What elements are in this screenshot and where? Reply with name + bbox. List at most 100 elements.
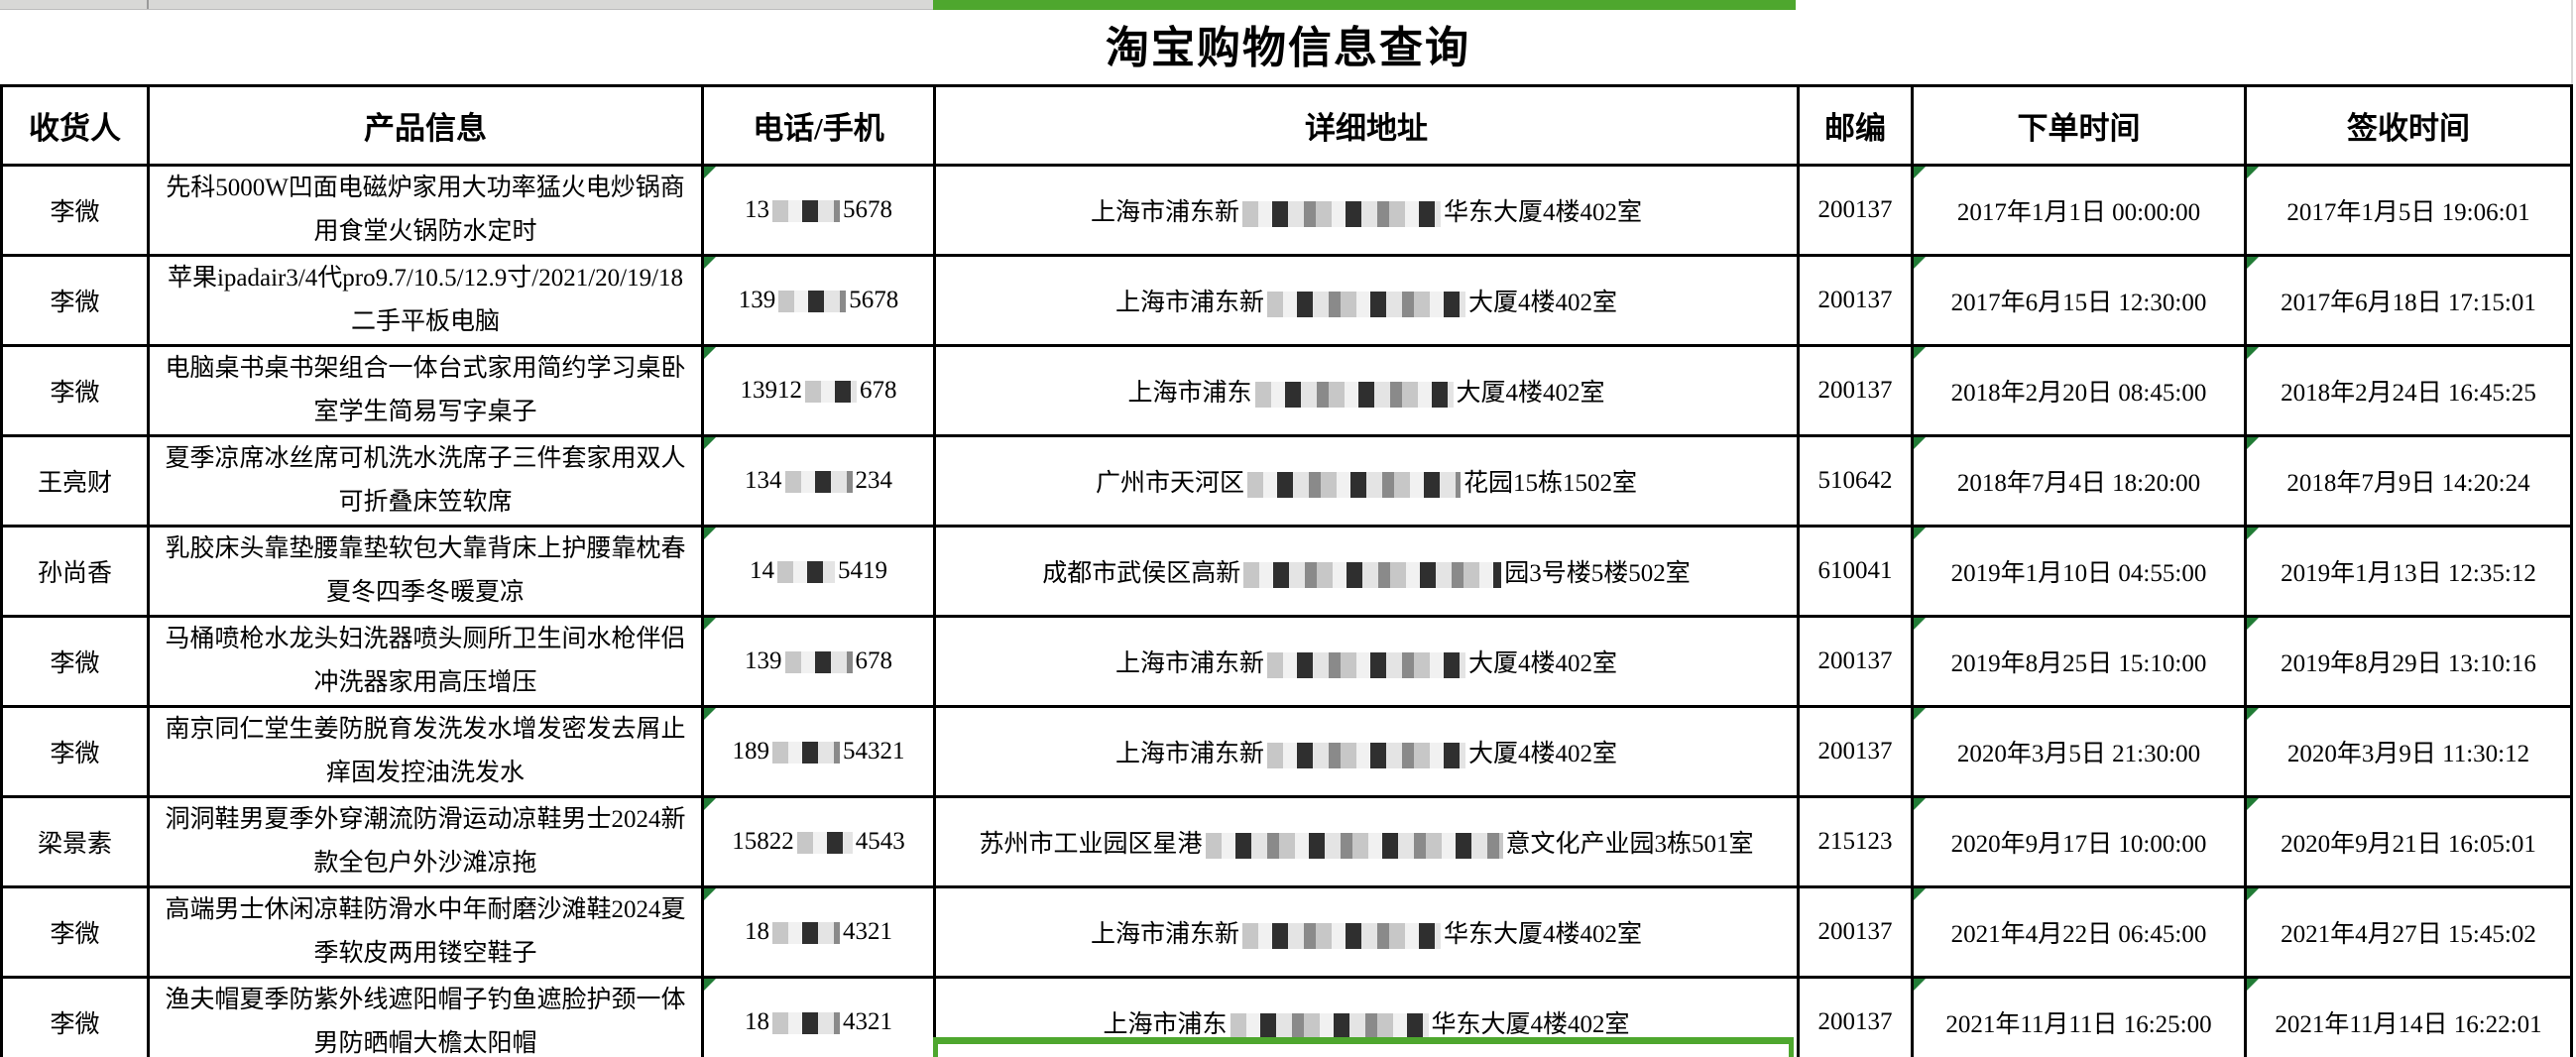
cell-address[interactable]: 成都市武侯区高新 园3号楼5楼502室 [933,525,1800,618]
phone-prefix-text: 139 [745,647,782,674]
cell-sign-time[interactable]: 2019年1月13日 12:35:12 [2244,525,2573,618]
cell-sign-time[interactable]: 2020年9月21日 16:05:01 [2244,795,2573,888]
zip-text: 200137 [1817,1008,1893,1035]
cell-zip[interactable]: 200137 [1797,705,1914,798]
cell-product[interactable]: 高端男士休闲凉鞋防滑水中年耐磨沙滩鞋2024夏季软皮两用镂空鞋子 [147,885,704,979]
cell-recipient[interactable]: 李微 [0,615,150,708]
column-header-sign_time[interactable]: 签收时间 [2244,84,2573,167]
redaction-blur [778,291,847,313]
cell-recipient[interactable]: 孙尚香 [0,525,150,618]
order-time-text: 2021年4月22日 06:45:00 [1950,921,2207,948]
cell-order-time[interactable]: 2019年8月25日 15:10:00 [1911,615,2247,708]
cell-zip[interactable]: 200137 [1797,164,1914,257]
cell-order-time[interactable]: 2017年6月15日 12:30:00 [1911,254,2247,347]
cell-address[interactable]: 上海市浦东新 大厦4楼402室 [933,615,1800,708]
column-header-addr[interactable]: 详细地址 [933,84,1800,167]
cell-product[interactable]: 苹果ipadair3/4代pro9.7/10.5/12.9寸/2021/20/1… [147,254,704,347]
column-header-zip[interactable]: 邮编 [1797,84,1914,167]
cell-sign-time[interactable]: 2019年8月29日 13:10:16 [2244,615,2573,708]
cell-sign-time[interactable]: 2017年1月5日 19:06:01 [2244,164,2573,257]
cell-product[interactable]: 电脑桌书桌书架组合一体台式家用简约学习桌卧室学生简易写字桌子 [147,344,704,437]
cell-address[interactable]: 苏州市工业园区星港 意文化产业园3栋501室 [933,795,1800,888]
cell-product[interactable]: 乳胶床头靠垫腰靠垫软包大靠背床上护腰靠枕春夏冬四季冬暖夏凉 [147,525,704,618]
cell-zip[interactable]: 200137 [1797,976,1914,1057]
order-time-text: 2019年8月25日 15:10:00 [1950,650,2207,677]
cell-phone[interactable]: 189 54321 [701,705,936,798]
table-row: 李微 南京同仁堂生姜防脱育发洗发水增发密发去屑止痒固发控油洗发水 189 54321 上… [0,705,2573,798]
column-header-product[interactable]: 产品信息 [147,84,704,167]
cell-order-time[interactable]: 2021年11月11日 16:25:00 [1911,976,2247,1057]
cell-phone[interactable]: 14 5419 [701,525,936,618]
cell-zip[interactable]: 215123 [1797,795,1914,888]
cell-order-time[interactable]: 2020年3月5日 21:30:00 [1911,705,2247,798]
cell-zip[interactable]: 200137 [1797,885,1914,979]
cell-order-time[interactable]: 2017年1月1日 00:00:00 [1911,164,2247,257]
text-format-marker-icon [1915,799,1926,810]
cell-sign-time[interactable]: 2018年2月24日 16:45:25 [2244,344,2573,437]
cell-phone[interactable]: 134 234 [701,434,936,528]
cell-product[interactable]: 南京同仁堂生姜防脱育发洗发水增发密发去屑止痒固发控油洗发水 [147,705,704,798]
cell-address[interactable]: 上海市浦东新 大厦4楼402室 [933,705,1800,798]
cell-order-time[interactable]: 2020年9月17日 10:00:00 [1911,795,2247,888]
cell-recipient[interactable]: 梁景素 [0,795,150,888]
sign-time-text: 2020年9月21日 16:05:01 [2281,831,2536,858]
cell-phone[interactable]: 18 4321 [701,976,936,1057]
address-suffix-text: 华东大厦4楼402室 [1444,921,1643,948]
cell-address[interactable]: 上海市浦东新 大厦4楼402室 [933,254,1800,347]
column-header-phone[interactable]: 电话/手机 [701,84,936,167]
cell-product[interactable]: 渔夫帽夏季防紫外线遮阳帽子钓鱼遮脸护颈一体男防晒帽大檐太阳帽 [147,976,704,1057]
cell-product[interactable]: 夏季凉席冰丝席可机洗水洗席子三件套家用双人可折叠床笠软席 [147,434,704,528]
cell-phone[interactable]: 13912 678 [701,344,936,437]
zip-text: 610041 [1817,557,1893,584]
cell-sign-time[interactable]: 2017年6月18日 17:15:01 [2244,254,2573,347]
cell-zip[interactable]: 200137 [1797,615,1914,708]
address-prefix-text: 上海市浦东新 [1114,741,1264,767]
cell-order-time[interactable]: 2021年4月22日 06:45:00 [1911,885,2247,979]
recipient-text: 孙尚香 [37,560,112,587]
cell-order-time[interactable]: 2019年1月10日 04:55:00 [1911,525,2247,618]
cell-phone[interactable]: 13 5678 [701,164,936,257]
redaction-blur [772,922,840,945]
cell-product[interactable]: 先科5000W凹面电磁炉家用大功率猛火电炒锅商用食堂火锅防水定时 [147,164,704,257]
cell-phone[interactable]: 18 4321 [701,885,936,979]
cell-recipient[interactable]: 李微 [0,976,150,1057]
cell-phone[interactable]: 15822 4543 [701,795,936,888]
cell-order-time[interactable]: 2018年2月20日 08:45:00 [1911,344,2247,437]
cell-sign-time[interactable]: 2021年11月14日 16:22:01 [2244,976,2573,1057]
cell-sign-time[interactable]: 2018年7月9日 14:20:24 [2244,434,2573,528]
cell-phone[interactable]: 139 5678 [701,254,936,347]
column-header-name[interactable]: 收货人 [0,84,150,167]
cell-address[interactable]: 上海市浦东 大厦4楼402室 [933,344,1800,437]
product-text: 洞洞鞋男夏季外穿潮流防滑运动凉鞋男士2024新款全包户外沙滩凉拖 [165,806,686,877]
order-time-text: 2020年3月5日 21:30:00 [1956,741,2201,767]
product-text: 渔夫帽夏季防紫外线遮阳帽子钓鱼遮脸护颈一体男防晒帽大檐太阳帽 [165,987,686,1057]
address-prefix-text: 上海市浦东新 [1090,921,1239,948]
cell-product[interactable]: 洞洞鞋男夏季外穿潮流防滑运动凉鞋男士2024新款全包户外沙滩凉拖 [147,795,704,888]
cell-product[interactable]: 马桶喷枪水龙头妇洗器喷头厕所卫生间水枪伴侣冲洗器家用高压增压 [147,615,704,708]
cell-recipient[interactable]: 李微 [0,705,150,798]
cell-zip[interactable]: 200137 [1797,254,1914,347]
cell-phone[interactable]: 139 678 [701,615,936,708]
cell-order-time[interactable]: 2018年7月4日 18:20:00 [1911,434,2247,528]
cell-zip[interactable]: 200137 [1797,344,1914,437]
cell-recipient[interactable]: 李微 [0,164,150,257]
purchase-table: 收货人 产品信息 电话/手机 详细地址 邮编 下单时间 签收时间 李微 先科5000W凹面电磁… [0,84,2573,1057]
sign-time-text: 2021年11月14日 16:22:01 [2275,1011,2542,1038]
cell-address[interactable]: 上海市浦东新 华东大厦4楼402室 [933,164,1800,257]
recipient-text: 李微 [50,921,100,948]
order-time-text: 2018年7月4日 18:20:00 [1956,470,2201,497]
text-format-marker-icon [1915,348,1926,359]
cell-recipient[interactable]: 李微 [0,885,150,979]
cell-address[interactable]: 上海市浦东新 华东大厦4楼402室 [933,885,1800,979]
cell-zip[interactable]: 610041 [1797,525,1914,618]
cell-recipient[interactable]: 李微 [0,254,150,347]
zip-text: 510642 [1817,467,1893,494]
cell-zip[interactable]: 510642 [1797,434,1914,528]
cell-address[interactable]: 广州市天河区 花园15栋1502室 [933,434,1800,528]
phone-suffix-text: 5419 [838,557,887,584]
cell-sign-time[interactable]: 2020年3月9日 11:30:12 [2244,705,2573,798]
cell-recipient[interactable]: 王亮财 [0,434,150,528]
cell-sign-time[interactable]: 2021年4月27日 15:45:02 [2244,885,2573,979]
cell-recipient[interactable]: 李微 [0,344,150,437]
column-header-order_time[interactable]: 下单时间 [1911,84,2247,167]
